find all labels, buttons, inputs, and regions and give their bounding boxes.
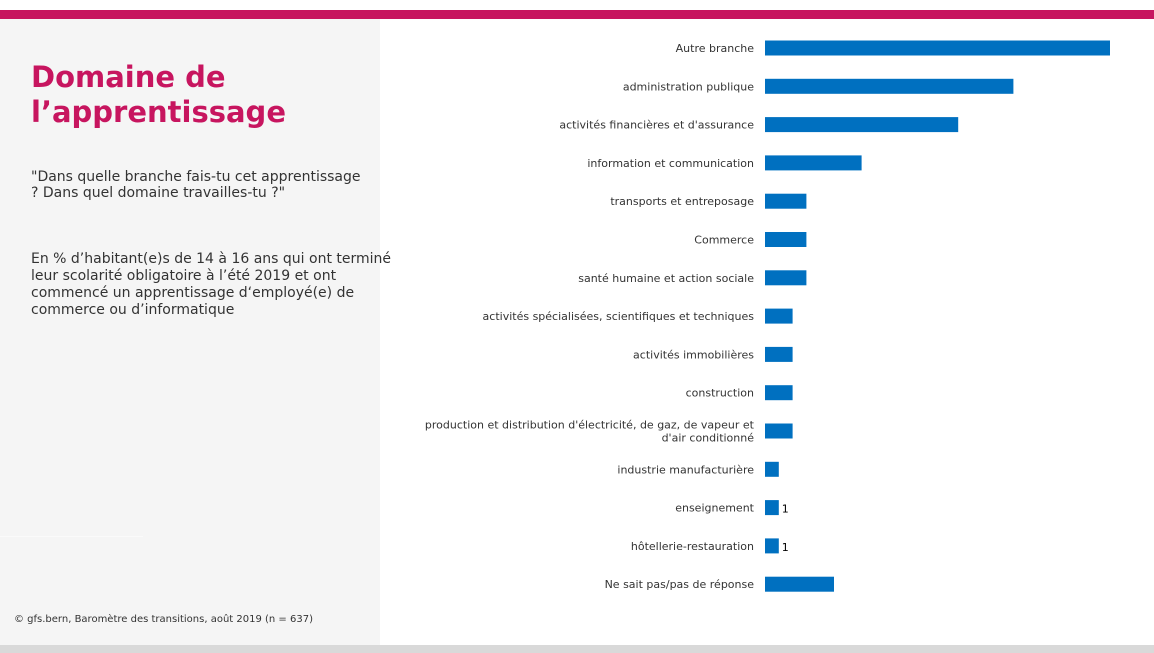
category-label: transports et entreposage <box>610 195 754 208</box>
bar <box>765 117 959 133</box>
bar <box>765 500 779 516</box>
bar <box>765 155 862 171</box>
source-note: © gfs.bern, Baromètre des transitions, a… <box>14 614 313 625</box>
category-label: activités immobilières <box>633 348 754 361</box>
category-label: production et distribution d'électricité… <box>425 419 755 445</box>
category-label: santé humaine et action sociale <box>578 272 754 285</box>
bar <box>765 78 1014 94</box>
bar <box>765 232 807 247</box>
bar <box>765 385 793 401</box>
category-label: information et communication <box>587 157 754 170</box>
page-title: Domaine de l’apprentissage <box>31 60 286 129</box>
horizontal-bar-chart: Autre branche administration publique acti… <box>425 40 1110 592</box>
category-label: industrie manufacturière <box>617 463 754 476</box>
panel-divider <box>0 536 143 537</box>
bar <box>765 346 793 362</box>
category-label: enseignement <box>675 502 754 515</box>
bar <box>765 461 779 477</box>
category-label: activités spécialisées, scientifiques et… <box>483 310 755 323</box>
category-label: hôtellerie-restauration <box>631 540 754 553</box>
population-description: En % d’habitant(e)s de 14 à 16 ans qui o… <box>31 251 392 318</box>
bottom-bar <box>0 645 1154 653</box>
bar <box>765 270 807 286</box>
category-label: administration publique <box>623 80 754 93</box>
bar <box>765 308 793 324</box>
left-info-panel <box>0 19 380 645</box>
bar <box>765 576 834 592</box>
bar <box>765 538 779 554</box>
category-label: Autre branche <box>676 42 755 55</box>
bar <box>765 193 807 209</box>
survey-question: "Dans quelle branche fais-tu cet apprent… <box>31 169 361 201</box>
category-label: activités financières et d'assurance <box>559 119 754 132</box>
category-label: Ne sait pas/pas de réponse <box>605 578 755 591</box>
top-accent-bar <box>0 10 1154 19</box>
bar <box>765 423 793 439</box>
bar <box>765 40 1110 56</box>
data-label: 1 <box>782 541 789 554</box>
category-label: construction <box>686 387 754 400</box>
category-label: Commerce <box>694 234 754 247</box>
data-label: 1 <box>782 503 789 516</box>
